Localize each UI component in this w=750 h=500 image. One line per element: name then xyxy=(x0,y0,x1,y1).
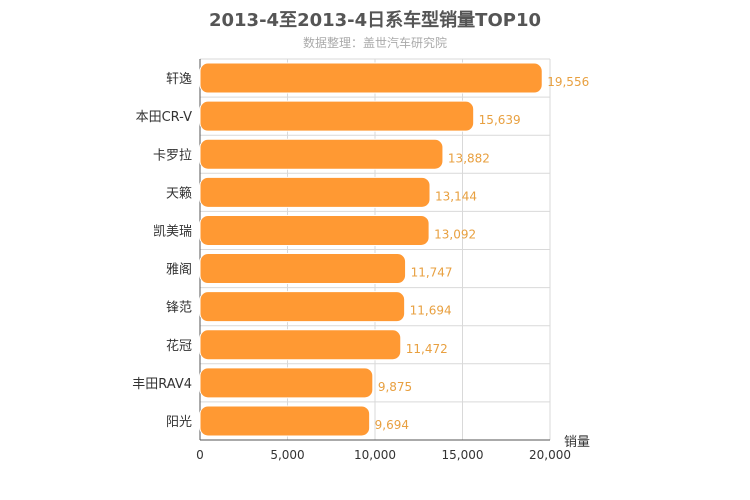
bar xyxy=(199,329,402,361)
value-label: 11,472 xyxy=(406,342,448,356)
bar xyxy=(199,214,430,246)
bar xyxy=(199,62,543,94)
bar xyxy=(199,253,407,285)
category-label: 花冠 xyxy=(166,338,192,354)
value-label: 9,694 xyxy=(375,418,409,432)
labels: 0 5,000 10,000 15,000 20,000 轩逸 19,556 本田CR-V 15… xyxy=(132,72,589,462)
x-tick-label: 20,000 xyxy=(529,448,571,462)
bar xyxy=(199,367,374,399)
x-tick-label: 10,000 xyxy=(354,448,396,462)
value-label: 19,556 xyxy=(547,75,589,89)
x-tick-label: 0 xyxy=(196,448,204,462)
value-label: 9,875 xyxy=(378,380,412,394)
x-tick-label: 15,000 xyxy=(442,448,484,462)
x-axis-title: 销量 xyxy=(564,435,590,450)
chart-title: 2013-4至2013-4日系车型销量TOP10 xyxy=(208,10,541,31)
value-label: 11,694 xyxy=(410,304,452,318)
bar xyxy=(199,405,371,437)
category-label: 雅阁 xyxy=(166,263,192,278)
category-label: 锋范 xyxy=(166,301,192,316)
category-label: 凯美瑞 xyxy=(153,224,192,239)
bar xyxy=(199,291,406,323)
x-tick-label: 5,000 xyxy=(270,448,304,462)
category-label: 阳光 xyxy=(166,415,192,430)
category-label: 本田CR-V xyxy=(136,110,193,125)
bar xyxy=(199,176,431,208)
value-label: 15,639 xyxy=(479,113,521,127)
value-label: 13,144 xyxy=(435,189,477,203)
category-label: 天籁 xyxy=(166,186,192,201)
chart-subtitle: 数据整理：盖世汽车研究院 xyxy=(302,36,447,50)
value-label: 13,882 xyxy=(448,151,490,165)
value-label: 11,747 xyxy=(411,266,453,280)
category-label: 丰田RAV4 xyxy=(132,377,192,392)
bar xyxy=(199,100,475,132)
value-label: 13,092 xyxy=(434,227,476,241)
bar xyxy=(199,138,444,170)
category-label: 轩逸 xyxy=(166,72,192,87)
bars xyxy=(199,62,543,437)
category-label: 卡罗拉 xyxy=(153,148,192,163)
